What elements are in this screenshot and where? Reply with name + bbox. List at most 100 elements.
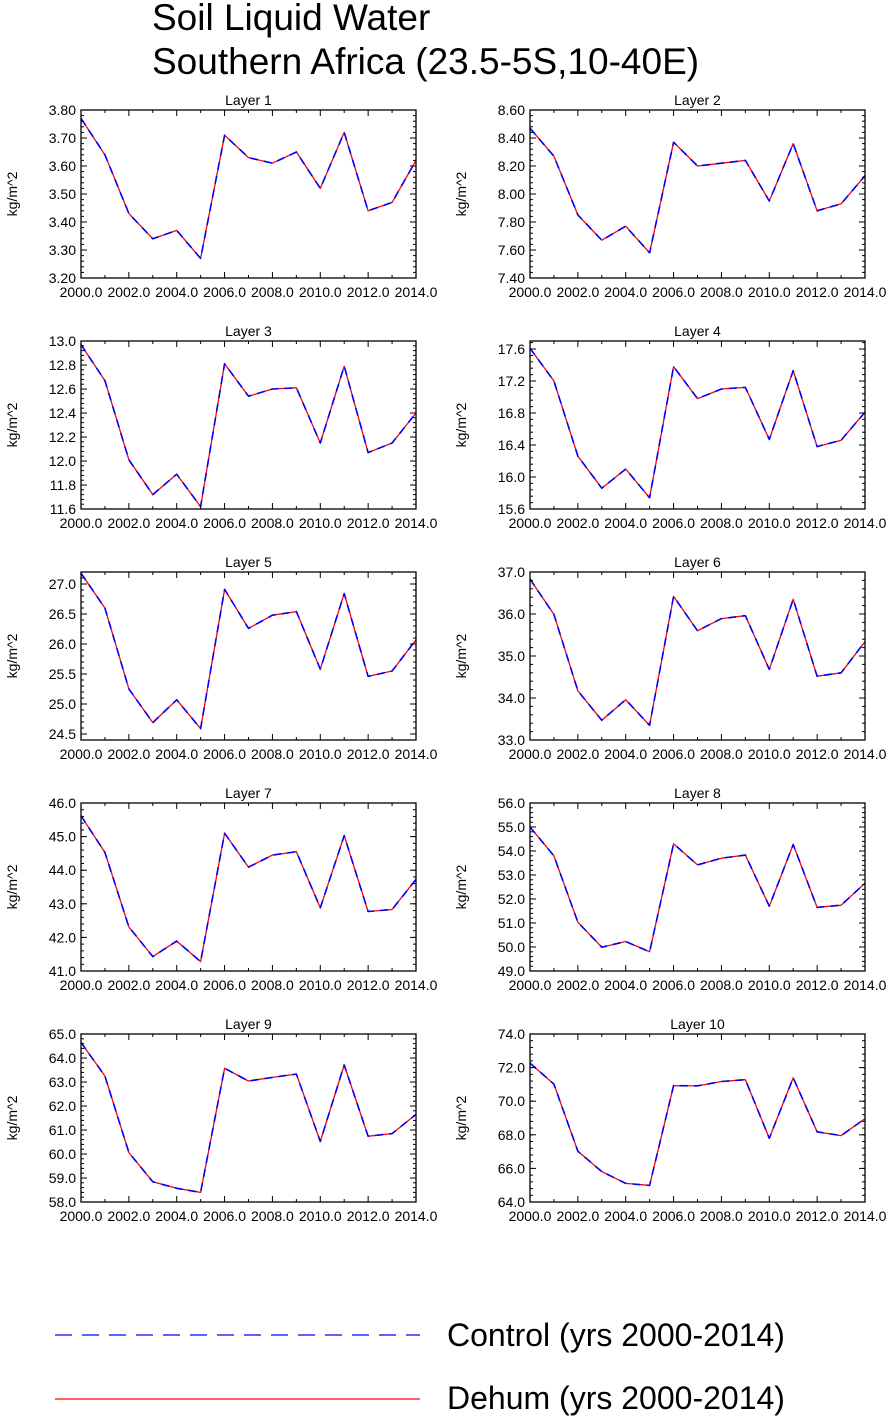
series-line-control [529,347,866,499]
series-line-control [529,1062,866,1187]
x-tick-label: 2000.0 [60,977,103,993]
series-line-dehum [529,578,866,726]
x-tick-label: 2012.0 [347,515,390,531]
x-tick-label: 2014.0 [844,1208,887,1224]
series-line-control [529,127,866,254]
y-tick-label: 8.60 [498,102,525,118]
y-tick-label: 46.0 [49,795,76,811]
series-line-control [529,826,866,953]
series-line-dehum [80,1042,417,1194]
panel-title: Layer 5 [225,554,272,570]
x-tick-label: 2014.0 [844,746,887,762]
x-tick-label: 2014.0 [844,977,887,993]
y-tick-label: 59.0 [49,1170,76,1186]
y-tick-label: 15.6 [498,501,525,517]
x-tick-label: 2014.0 [395,746,438,762]
panel-layer-1: Layer 1 kg/m^2 2000.0 2002.0 2004.0 2006.0 200… [4,92,438,300]
y-tick-label: 17.6 [498,341,525,357]
y-tick-label: 7.40 [498,270,525,286]
series-line-control [529,578,866,727]
y-tick-label: 11.8 [50,477,76,493]
x-tick-label: 2012.0 [796,1208,839,1224]
panel-title: Layer 10 [670,1016,725,1032]
x-tick-label: 2010.0 [299,977,342,993]
x-tick-label: 2004.0 [604,977,647,993]
panel-title: Layer 8 [674,785,721,801]
y-tick-label: 8.40 [498,130,525,146]
y-tick-label: 3.80 [49,102,76,118]
x-tick-label: 2002.0 [556,1208,599,1224]
y-tick-label: 13.0 [49,333,76,349]
plot-frame [80,109,417,279]
series-line-dehum [80,815,417,963]
x-tick-label: 2006.0 [652,746,695,762]
x-tick-label: 2010.0 [748,746,791,762]
x-tick-label: 2010.0 [748,1208,791,1224]
x-tick-label: 2006.0 [652,1208,695,1224]
y-tick-label: 43.0 [49,896,76,912]
panel-title: Layer 3 [225,323,272,339]
x-tick-label: 2014.0 [395,977,438,993]
panel-title: Layer 9 [225,1016,272,1032]
series-line-dehum [529,127,866,254]
y-tick-label: 3.70 [49,130,76,146]
panel-layer-9: Layer 9 kg/m^2 2000.0 2002.0 2004.0 2006.0 200… [4,1016,438,1224]
x-tick-label: 2012.0 [347,746,390,762]
y-axis-label: kg/m^2 [453,402,469,447]
y-tick-label: 16.4 [498,437,525,453]
y-tick-label: 65.0 [49,1026,76,1042]
series-line-dehum [80,118,417,260]
x-tick-label: 2014.0 [395,284,438,300]
y-tick-label: 27.0 [49,576,76,592]
y-axis-label: kg/m^2 [453,633,469,678]
y-tick-label: 74.0 [498,1026,525,1042]
x-tick-label: 2010.0 [299,746,342,762]
x-tick-label: 2014.0 [395,1208,438,1224]
y-tick-label: 26.0 [49,636,76,652]
x-tick-label: 2010.0 [748,515,791,531]
panel-title: Layer 1 [225,92,272,108]
x-tick-label: 2014.0 [844,284,887,300]
y-tick-label: 12.8 [49,357,76,373]
series-line-dehum [529,1062,866,1187]
y-tick-label: 51.0 [498,915,525,931]
panel-title: Layer 6 [674,554,721,570]
series-line-control [80,1041,417,1194]
x-tick-label: 2008.0 [251,284,294,300]
x-tick-label: 2008.0 [251,977,294,993]
x-tick-label: 2004.0 [155,746,198,762]
y-tick-label: 3.60 [49,158,76,174]
series-line-dehum [529,347,866,499]
x-tick-label: 2010.0 [748,284,791,300]
y-axis-label: kg/m^2 [4,864,20,909]
plot-frame [80,571,417,741]
y-tick-label: 64.0 [498,1194,525,1210]
y-tick-label: 36.0 [498,606,525,622]
series-line-control [80,815,417,963]
series-line-control [80,344,417,508]
y-tick-label: 41.0 [49,963,76,979]
y-tick-label: 8.00 [498,186,525,202]
x-tick-label: 2002.0 [556,977,599,993]
x-tick-label: 2000.0 [60,515,103,531]
x-tick-label: 2000.0 [509,977,552,993]
x-tick-label: 2010.0 [748,977,791,993]
x-tick-label: 2008.0 [251,1208,294,1224]
y-tick-label: 56.0 [498,795,525,811]
x-tick-label: 2006.0 [203,746,246,762]
y-tick-label: 12.6 [49,381,76,397]
x-tick-label: 2004.0 [155,515,198,531]
y-tick-label: 55.0 [498,819,525,835]
x-tick-label: 2004.0 [604,284,647,300]
plot-frame [80,1033,417,1203]
y-tick-label: 42.0 [49,929,76,945]
y-tick-label: 50.0 [498,939,525,955]
x-tick-label: 2006.0 [652,284,695,300]
y-axis-label: kg/m^2 [4,402,20,447]
y-tick-label: 16.8 [498,405,525,421]
y-tick-label: 61.0 [49,1122,76,1138]
plot-frame [529,571,866,741]
x-tick-label: 2012.0 [796,515,839,531]
y-axis-label: kg/m^2 [4,1095,20,1140]
